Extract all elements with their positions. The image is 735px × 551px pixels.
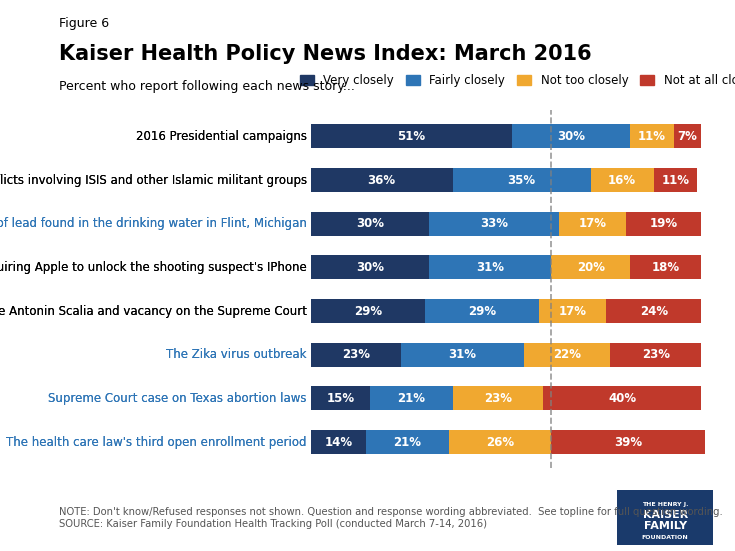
Text: The Zika virus outbreak: The Zika virus outbreak xyxy=(0,550,1,551)
Bar xyxy=(311,212,429,236)
Text: 35%: 35% xyxy=(508,174,536,187)
Bar xyxy=(559,212,626,236)
Text: 31%: 31% xyxy=(448,348,476,361)
Text: 19%: 19% xyxy=(650,217,678,230)
Text: 29%: 29% xyxy=(468,305,496,317)
Bar xyxy=(311,168,453,192)
Bar xyxy=(453,386,543,410)
Text: 21%: 21% xyxy=(397,392,426,405)
Bar xyxy=(539,299,606,323)
Text: 40%: 40% xyxy=(608,392,637,405)
Text: 14%: 14% xyxy=(324,436,352,449)
Legend: Very closely, Fairly closely, Not too closely, Not at all closely: Very closely, Fairly closely, Not too cl… xyxy=(295,69,735,92)
Bar xyxy=(429,212,559,236)
Bar xyxy=(311,386,370,410)
Text: 33%: 33% xyxy=(480,217,508,230)
Text: 17%: 17% xyxy=(578,217,606,230)
Bar xyxy=(425,299,539,323)
Text: 2016 Presidential campaigns: 2016 Presidential campaigns xyxy=(136,130,306,143)
Bar xyxy=(366,430,448,454)
Bar xyxy=(370,386,453,410)
Text: Supreme Court case on Texas abortion laws: Supreme Court case on Texas abortion law… xyxy=(49,392,306,405)
Text: The health care law's third open enrollment period: The health care law's third open enrollm… xyxy=(6,436,306,449)
Text: The health care law's third open enrollment period: The health care law's third open enrollm… xyxy=(0,550,1,551)
Bar xyxy=(543,386,701,410)
Text: 29%: 29% xyxy=(354,305,382,317)
Text: Death of Justice Antonin Scalia and vacancy on the Supreme Court: Death of Justice Antonin Scalia and vaca… xyxy=(0,305,306,317)
Bar xyxy=(512,125,630,148)
Text: 17%: 17% xyxy=(559,305,587,317)
Text: Unsafe levels of lead found in the drinking water in Flint, Michigan: Unsafe levels of lead found in the drink… xyxy=(0,550,1,551)
Text: 16%: 16% xyxy=(608,174,637,187)
Text: The health care law's third open enrollment period: The health care law's third open enrollm… xyxy=(6,436,306,449)
Text: 18%: 18% xyxy=(651,261,680,274)
Bar xyxy=(401,343,523,367)
Text: 15%: 15% xyxy=(326,392,354,405)
Text: 23%: 23% xyxy=(642,348,670,361)
Text: Conflicts involving ISIS and other Islamic militant groups: Conflicts involving ISIS and other Islam… xyxy=(0,174,306,187)
Text: 20%: 20% xyxy=(577,261,605,274)
Bar xyxy=(523,343,610,367)
Bar xyxy=(311,256,429,279)
Text: THE HENRY J.: THE HENRY J. xyxy=(642,501,689,507)
Text: Death of Justice Antonin Scalia and vacancy on the Supreme Court: Death of Justice Antonin Scalia and vaca… xyxy=(0,305,306,317)
Text: KAISER: KAISER xyxy=(642,510,688,520)
Text: 39%: 39% xyxy=(614,436,642,449)
Text: 30%: 30% xyxy=(557,130,585,143)
Bar xyxy=(630,125,673,148)
Bar xyxy=(448,430,551,454)
Text: 30%: 30% xyxy=(356,217,384,230)
Text: FAMILY: FAMILY xyxy=(644,521,686,531)
Bar xyxy=(429,256,551,279)
Bar xyxy=(311,125,512,148)
Bar xyxy=(311,343,401,367)
Text: 2016 Presidential campaigns: 2016 Presidential campaigns xyxy=(136,130,306,143)
Bar xyxy=(551,430,705,454)
Text: Unsafe levels of lead found in the drinking water in Flint, Michigan: Unsafe levels of lead found in the drink… xyxy=(0,217,306,230)
Bar xyxy=(591,168,654,192)
Text: 11%: 11% xyxy=(662,174,689,187)
Bar xyxy=(654,168,698,192)
Text: 7%: 7% xyxy=(678,130,698,143)
Text: Unsafe levels of lead found in the drinking water in Flint, Michigan: Unsafe levels of lead found in the drink… xyxy=(0,217,306,230)
Text: The Zika virus outbreak: The Zika virus outbreak xyxy=(166,348,306,361)
Text: 30%: 30% xyxy=(356,261,384,274)
Text: NOTE: Don't know/Refused responses not shown. Question and response wording abbr: NOTE: Don't know/Refused responses not s… xyxy=(59,507,723,529)
Text: 23%: 23% xyxy=(342,348,370,361)
Text: FBI order requiring Apple to unlock the shooting suspect's IPhone: FBI order requiring Apple to unlock the … xyxy=(0,261,306,274)
Bar xyxy=(551,256,630,279)
Bar xyxy=(610,343,701,367)
Text: 23%: 23% xyxy=(484,392,512,405)
Text: Supreme Court case on Texas abortion laws: Supreme Court case on Texas abortion law… xyxy=(49,392,306,405)
Bar xyxy=(630,256,701,279)
Text: FBI order requiring Apple to unlock the shooting suspect's IPhone: FBI order requiring Apple to unlock the … xyxy=(0,261,306,274)
Text: The Zika virus outbreak: The Zika virus outbreak xyxy=(166,348,306,361)
Text: Supreme Court case on Texas abortion laws: Supreme Court case on Texas abortion law… xyxy=(0,550,1,551)
Text: Figure 6: Figure 6 xyxy=(59,17,109,30)
Text: Kaiser Health Policy News Index: March 2016: Kaiser Health Policy News Index: March 2… xyxy=(59,44,592,64)
Text: 21%: 21% xyxy=(393,436,421,449)
Bar xyxy=(453,168,591,192)
Text: 36%: 36% xyxy=(368,174,395,187)
Bar xyxy=(626,212,701,236)
Bar xyxy=(673,125,701,148)
Bar xyxy=(606,299,701,323)
Text: Percent who report following each news story...: Percent who report following each news s… xyxy=(59,80,355,93)
Text: 22%: 22% xyxy=(553,348,581,361)
Text: Conflicts involving ISIS and other Islamic militant groups: Conflicts involving ISIS and other Islam… xyxy=(0,174,306,187)
Text: 24%: 24% xyxy=(639,305,668,317)
Text: 51%: 51% xyxy=(397,130,426,143)
Bar xyxy=(311,299,425,323)
Text: 11%: 11% xyxy=(638,130,666,143)
Bar xyxy=(311,430,366,454)
Text: 26%: 26% xyxy=(486,436,514,449)
Text: 31%: 31% xyxy=(476,261,504,274)
Text: FOUNDATION: FOUNDATION xyxy=(642,534,689,540)
